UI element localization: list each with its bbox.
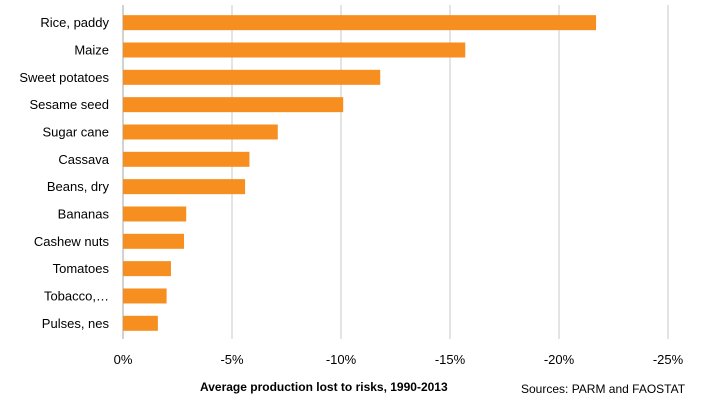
category-label: Pulses, nes xyxy=(42,316,110,331)
category-label: Cassava xyxy=(58,152,109,167)
category-label: Sugar cane xyxy=(43,124,110,139)
bar xyxy=(123,124,278,140)
category-label: Tobacco,… xyxy=(44,288,109,303)
bar xyxy=(123,97,344,113)
bar xyxy=(123,288,167,304)
category-label: Bananas xyxy=(58,206,110,221)
x-tick-label: -20% xyxy=(544,352,575,367)
category-label: Sweet potatoes xyxy=(19,70,109,85)
bars xyxy=(123,15,597,331)
source-note: Sources: PARM and FAOSTAT xyxy=(521,382,686,396)
bar xyxy=(123,42,466,58)
x-tick-label: -15% xyxy=(435,352,466,367)
category-label: Maize xyxy=(74,42,109,57)
x-tick-label: -25% xyxy=(653,352,684,367)
category-label: Rice, paddy xyxy=(40,15,109,30)
bar xyxy=(123,15,597,31)
bar xyxy=(123,69,381,85)
gridlines xyxy=(122,5,669,339)
x-tick-label: -10% xyxy=(326,352,357,367)
category-label: Beans, dry xyxy=(47,179,110,194)
x-tick-label: -5% xyxy=(220,352,244,367)
bar xyxy=(123,261,171,277)
category-labels: Rice, paddy Maize Sweet potatoes Sesame see… xyxy=(19,15,109,331)
bar xyxy=(123,315,158,331)
bar xyxy=(123,179,246,195)
category-label: Tomatoes xyxy=(53,261,110,276)
category-label: Cashew nuts xyxy=(34,234,110,249)
x-tick-labels: 0% -5% -10% -15% -20% -25% xyxy=(114,352,684,367)
x-tick-label: 0% xyxy=(114,352,133,367)
x-axis-label: Average production lost to risks, 1990-2… xyxy=(200,380,448,394)
bar xyxy=(123,151,250,167)
bar xyxy=(123,233,185,249)
bar xyxy=(123,206,187,222)
category-label: Sesame seed xyxy=(30,97,110,112)
